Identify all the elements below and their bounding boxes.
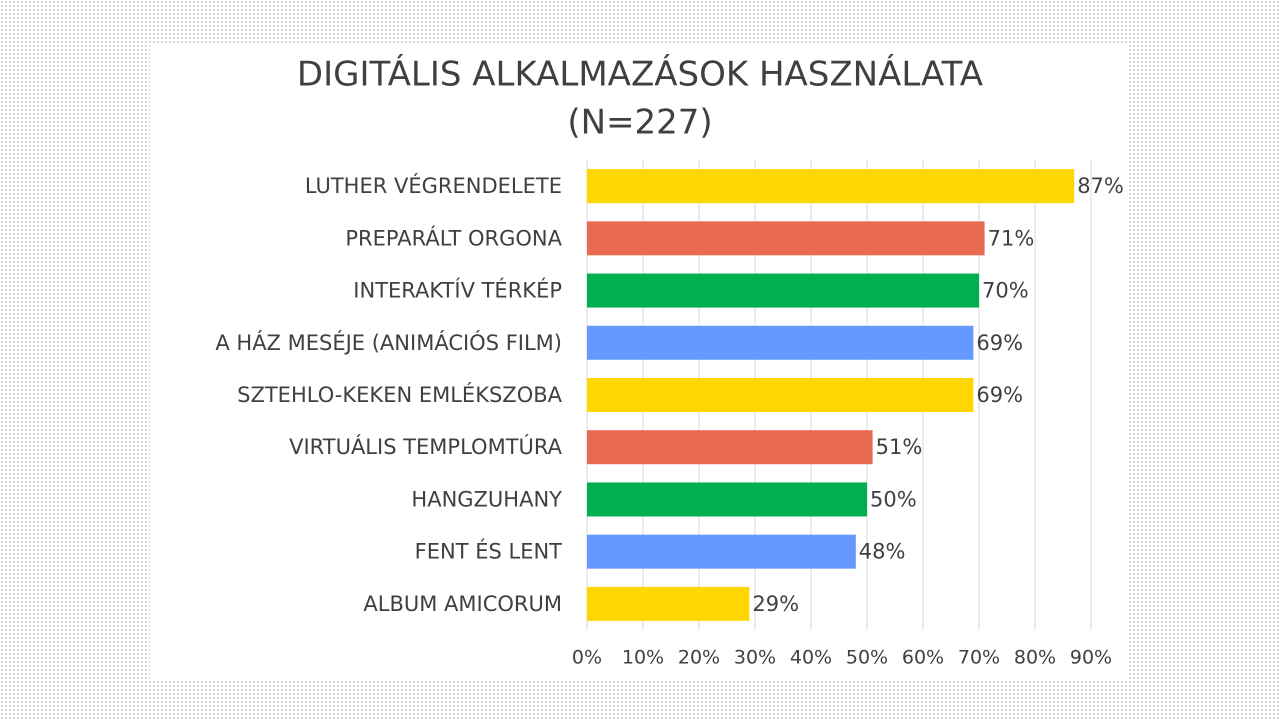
value-label: 51% [876,435,923,459]
x-tick-label: 70% [958,647,1000,669]
x-tick-label: 30% [734,647,776,669]
bar [587,325,974,360]
x-tick-label: 10% [622,647,664,669]
bar [587,169,1075,204]
category-label: A HÁZ MESÉJE (ANIMÁCIÓS FILM) [215,330,562,355]
value-label: 50% [870,487,917,511]
bar [587,273,979,308]
value-label: 87% [1077,174,1124,198]
bar [587,430,873,465]
chart-panel [150,45,1128,680]
category-label: FENT ÉS LENT [415,539,563,564]
category-label: VIRTUÁLIS TEMPLOMTÚRA [289,434,563,459]
value-label: 69% [976,331,1023,355]
x-tick-label: 50% [846,647,888,669]
bar [587,586,750,621]
category-label: SZTEHLO-KEKEN EMLÉKSZOBA [237,382,562,407]
value-label: 69% [976,383,1023,407]
bar [587,378,974,412]
category-label: INTERAKTÍV TÉRKÉP [353,278,562,303]
category-label: HANGZUHANY [411,487,562,511]
chart-title: DIGITÁLIS ALKALMAZÁSOK HASZNÁLATA [297,54,983,95]
x-tick-label: 40% [790,647,832,669]
bar [587,221,985,256]
category-label: ALBUM AMICORUM [363,592,562,616]
x-tick-label: 80% [1014,647,1056,669]
chart-subtitle: (N=227) [567,103,712,143]
value-label: 48% [859,540,906,564]
x-tick-label: 60% [902,647,944,669]
value-label: 29% [752,592,799,616]
x-tick-label: 20% [678,647,720,669]
x-tick-label: 0% [572,647,602,669]
x-tick-label: 90% [1070,647,1112,669]
bar [587,534,856,569]
bar [587,482,867,517]
value-label: 70% [982,279,1029,303]
category-label: LUTHER VÉGRENDELETE [305,173,562,198]
category-label: PREPARÁLT ORGONA [345,225,562,250]
value-label: 71% [988,226,1035,250]
